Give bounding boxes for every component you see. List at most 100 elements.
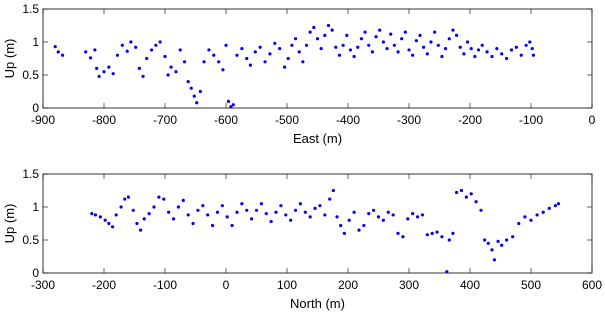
data-point bbox=[90, 212, 94, 216]
data-point bbox=[201, 204, 205, 208]
data-point bbox=[524, 43, 528, 47]
data-point bbox=[154, 43, 158, 47]
data-point bbox=[304, 43, 309, 47]
data-point bbox=[553, 204, 558, 208]
x-tick-label: 200 bbox=[338, 278, 358, 292]
data-point bbox=[145, 56, 149, 61]
y-tick-label: 1 bbox=[32, 200, 39, 214]
data-point bbox=[174, 70, 178, 74]
data-point bbox=[396, 231, 400, 235]
y-tick-label: 0.5 bbox=[22, 233, 39, 247]
data-point bbox=[389, 32, 393, 36]
data-point bbox=[254, 208, 259, 212]
x-tick-label: 400 bbox=[460, 278, 480, 292]
data-point bbox=[290, 43, 294, 47]
data-point bbox=[289, 218, 293, 222]
data-point bbox=[381, 40, 385, 44]
data-point bbox=[268, 52, 272, 56]
data-point bbox=[519, 53, 523, 57]
plot-area-border bbox=[42, 8, 593, 109]
data-point bbox=[274, 210, 278, 214]
data-point bbox=[207, 48, 211, 52]
x-tick-label: -100 bbox=[519, 113, 543, 127]
x-tick-label: 300 bbox=[399, 278, 419, 292]
data-point bbox=[176, 205, 181, 209]
data-point bbox=[110, 225, 115, 229]
data-point bbox=[505, 238, 509, 242]
data-point bbox=[414, 39, 418, 43]
data-point bbox=[381, 218, 385, 222]
data-point bbox=[263, 60, 267, 64]
data-point bbox=[217, 60, 221, 64]
data-point bbox=[250, 217, 254, 221]
data-point bbox=[352, 210, 356, 214]
data-point bbox=[473, 54, 477, 59]
data-point bbox=[235, 53, 239, 57]
data-point bbox=[372, 208, 376, 212]
data-point bbox=[186, 213, 190, 217]
data-point bbox=[490, 248, 494, 252]
data-point bbox=[158, 40, 162, 44]
data-point bbox=[312, 25, 316, 30]
data-point bbox=[226, 99, 231, 103]
data-point bbox=[298, 202, 303, 206]
data-point bbox=[429, 40, 433, 44]
data-point bbox=[444, 47, 448, 51]
data-point bbox=[149, 48, 154, 52]
x-tick-label: -900 bbox=[31, 113, 55, 127]
data-point bbox=[556, 202, 561, 206]
data-point bbox=[192, 94, 196, 98]
data-point bbox=[479, 208, 483, 212]
data-point bbox=[326, 23, 331, 28]
data-point bbox=[107, 221, 111, 226]
data-point bbox=[347, 218, 351, 222]
data-point bbox=[454, 190, 459, 195]
data-point bbox=[129, 40, 133, 44]
plot-area-border bbox=[42, 173, 593, 274]
data-point bbox=[523, 215, 527, 219]
data-point bbox=[313, 206, 317, 210]
data-point bbox=[119, 205, 123, 209]
chart-panel-1: -900 -800 -700 -600 -500 -400 -300 -200 -100 0 0 0.… bbox=[2, 2, 596, 146]
data-point bbox=[433, 30, 437, 34]
x-axis-label: East (m) bbox=[293, 131, 342, 146]
data-point bbox=[297, 50, 301, 54]
data-point bbox=[182, 60, 187, 64]
data-point bbox=[53, 45, 57, 49]
data-point bbox=[235, 210, 239, 214]
data-point bbox=[396, 50, 400, 54]
x-tick-label: 100 bbox=[277, 278, 297, 292]
data-point bbox=[430, 231, 434, 235]
x-tick-label: -400 bbox=[336, 113, 360, 127]
data-point bbox=[198, 89, 202, 94]
x-tick-label: 0 bbox=[223, 278, 230, 292]
data-point bbox=[139, 228, 143, 232]
data-point bbox=[535, 213, 539, 217]
x-tick-label: -200 bbox=[92, 278, 116, 292]
data-point bbox=[301, 60, 305, 64]
data-point bbox=[425, 52, 429, 56]
data-point bbox=[206, 213, 210, 217]
data-point bbox=[107, 65, 111, 69]
data-point bbox=[483, 238, 487, 242]
data-point bbox=[418, 33, 422, 38]
data-point bbox=[319, 47, 323, 51]
data-point bbox=[123, 197, 127, 201]
data-point bbox=[162, 197, 166, 201]
data-point bbox=[134, 45, 138, 49]
data-point bbox=[253, 50, 257, 54]
data-point bbox=[84, 50, 88, 54]
data-point bbox=[231, 103, 235, 107]
data-point bbox=[102, 70, 106, 74]
data-point bbox=[282, 65, 287, 69]
x-tick-label: -200 bbox=[458, 113, 482, 127]
x-tick-label: -500 bbox=[275, 113, 299, 127]
data-point bbox=[541, 210, 545, 214]
data-point bbox=[293, 208, 298, 212]
data-point bbox=[511, 235, 515, 239]
data-point bbox=[126, 195, 130, 199]
data-point bbox=[331, 188, 335, 193]
data-point bbox=[411, 53, 415, 57]
data-point bbox=[386, 210, 390, 214]
data-point bbox=[436, 43, 440, 47]
